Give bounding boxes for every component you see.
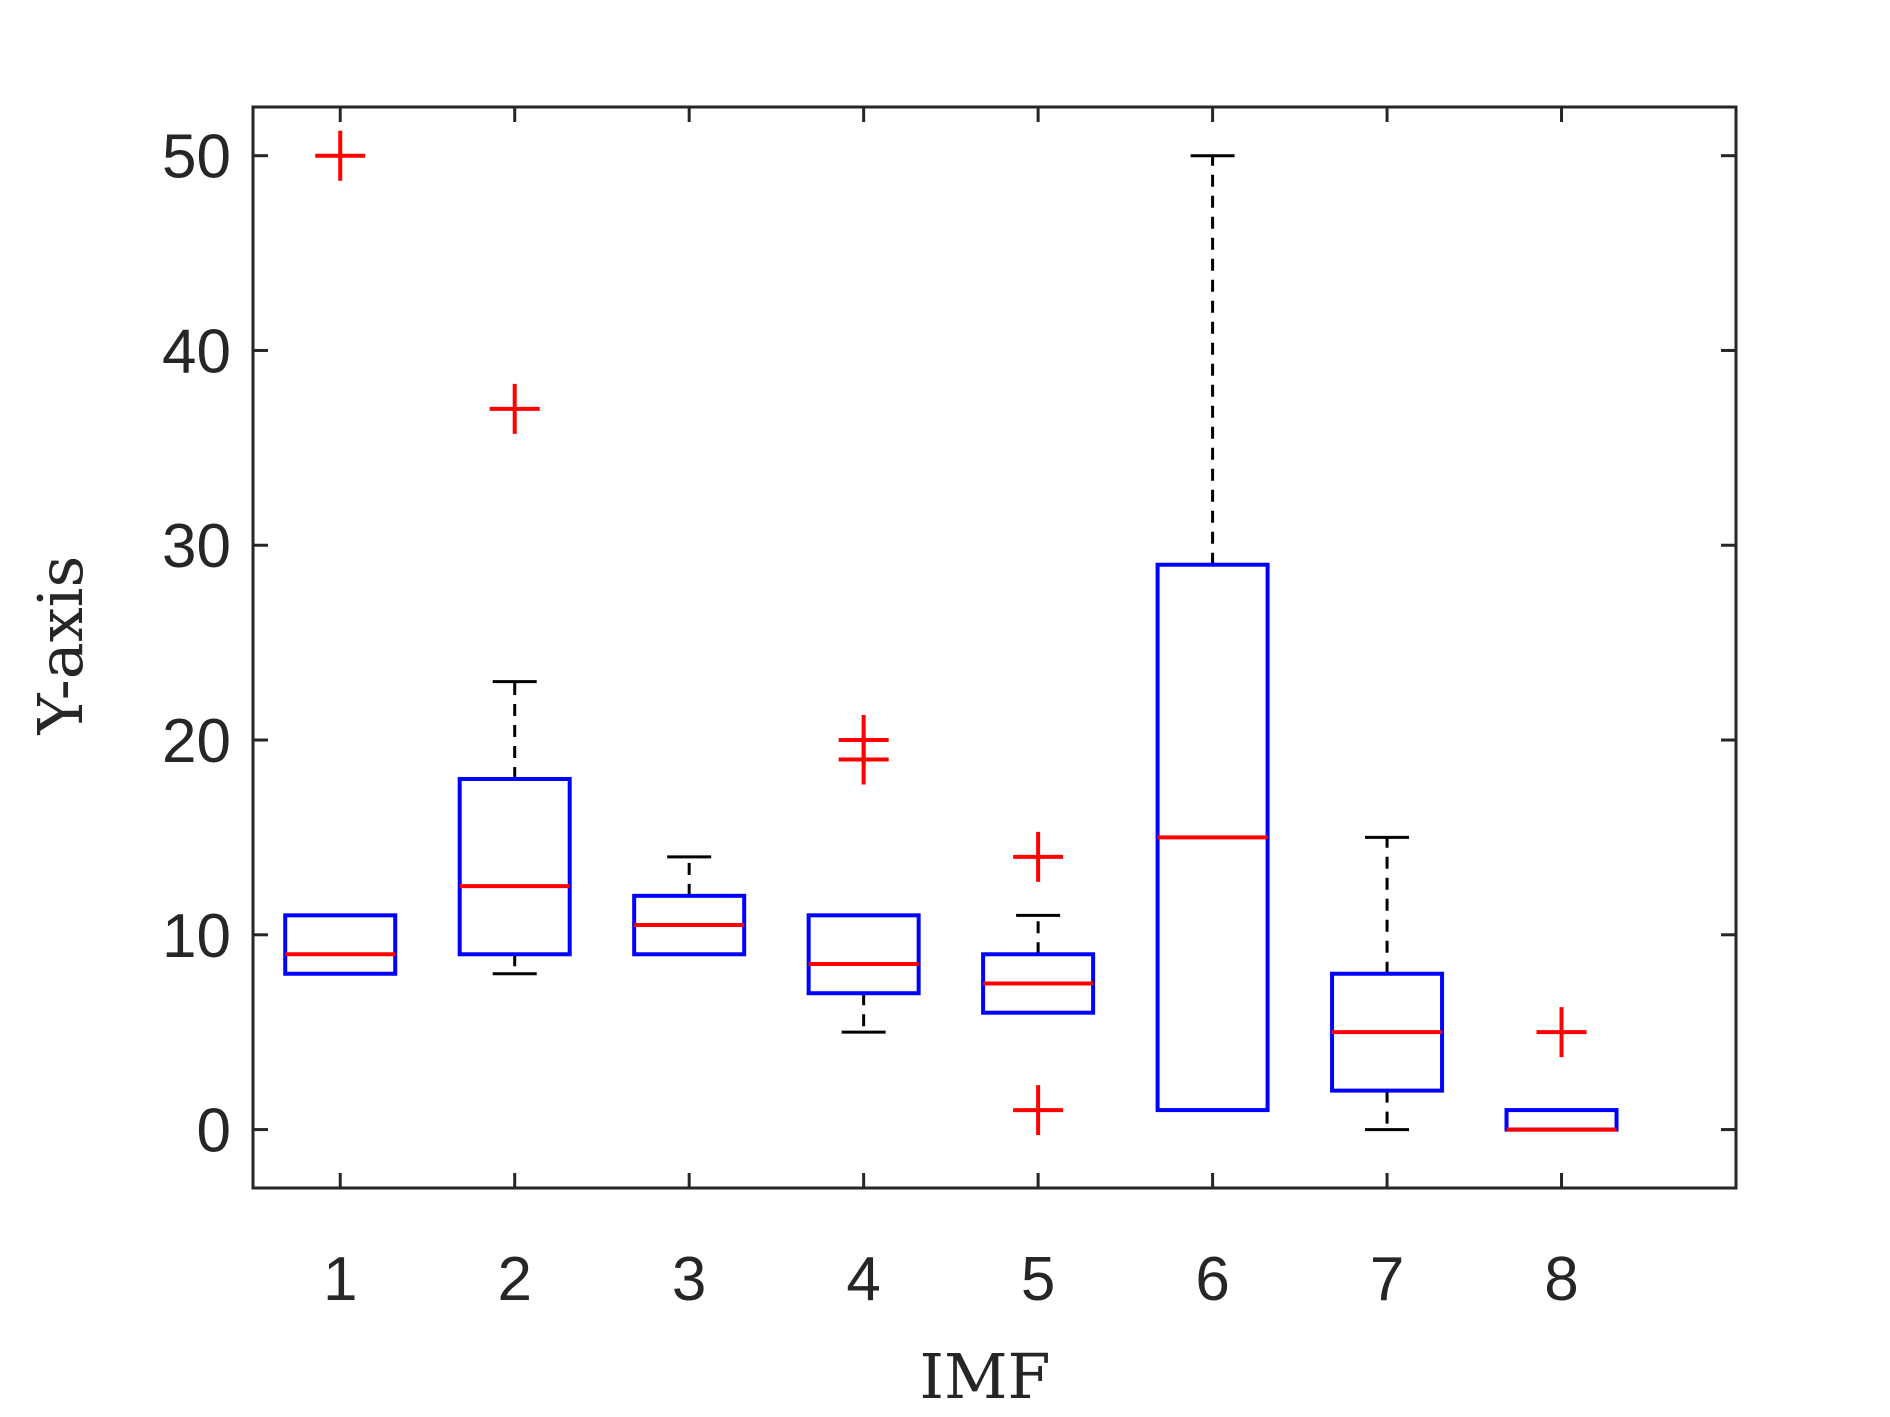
box	[806, 913, 921, 996]
y-tick-label: 50	[162, 123, 231, 192]
x-tick-label: 2	[497, 1245, 531, 1314]
outlier-marker	[315, 130, 366, 181]
box	[457, 776, 572, 957]
outlier-marker	[1013, 1085, 1064, 1136]
y-tick-label: 10	[162, 902, 231, 971]
x-tick-label: 8	[1544, 1245, 1578, 1314]
y-tick-label: 20	[162, 707, 231, 776]
plot-area	[283, 130, 1619, 1136]
box-group-1	[283, 130, 398, 976]
outlier-marker	[489, 383, 540, 434]
axes-frame	[251, 105, 1738, 1190]
box-group-4	[806, 715, 921, 1034]
y-tick-label: 40	[162, 317, 231, 386]
x-tick-label: 5	[1021, 1245, 1055, 1314]
x-tick-label: 7	[1370, 1245, 1404, 1314]
y-tick-label: 30	[162, 512, 231, 581]
box-group-7	[1330, 835, 1445, 1132]
box-group-6	[1155, 154, 1270, 1113]
box	[283, 913, 398, 976]
x-tick-label: 6	[1195, 1245, 1229, 1314]
box-group-3	[632, 855, 747, 957]
box-group-8	[1504, 1007, 1619, 1132]
y-tick-label: 0	[197, 1097, 231, 1166]
outlier-marker	[838, 715, 889, 766]
x-tick-label: 4	[846, 1245, 880, 1314]
y-axis-label: Y-axis	[24, 556, 97, 736]
x-axis-label: IMF	[920, 1340, 1051, 1413]
outlier-marker	[1013, 831, 1064, 882]
box-group-2	[457, 383, 572, 976]
box-group-5	[981, 831, 1096, 1136]
outlier-marker	[1536, 1007, 1587, 1058]
x-tick-label: 3	[672, 1245, 706, 1314]
x-tick-label: 1	[323, 1245, 357, 1314]
axes: 0 10 20 30 40 50 1 2 3 4 5 6 7 8	[162, 105, 1738, 1314]
